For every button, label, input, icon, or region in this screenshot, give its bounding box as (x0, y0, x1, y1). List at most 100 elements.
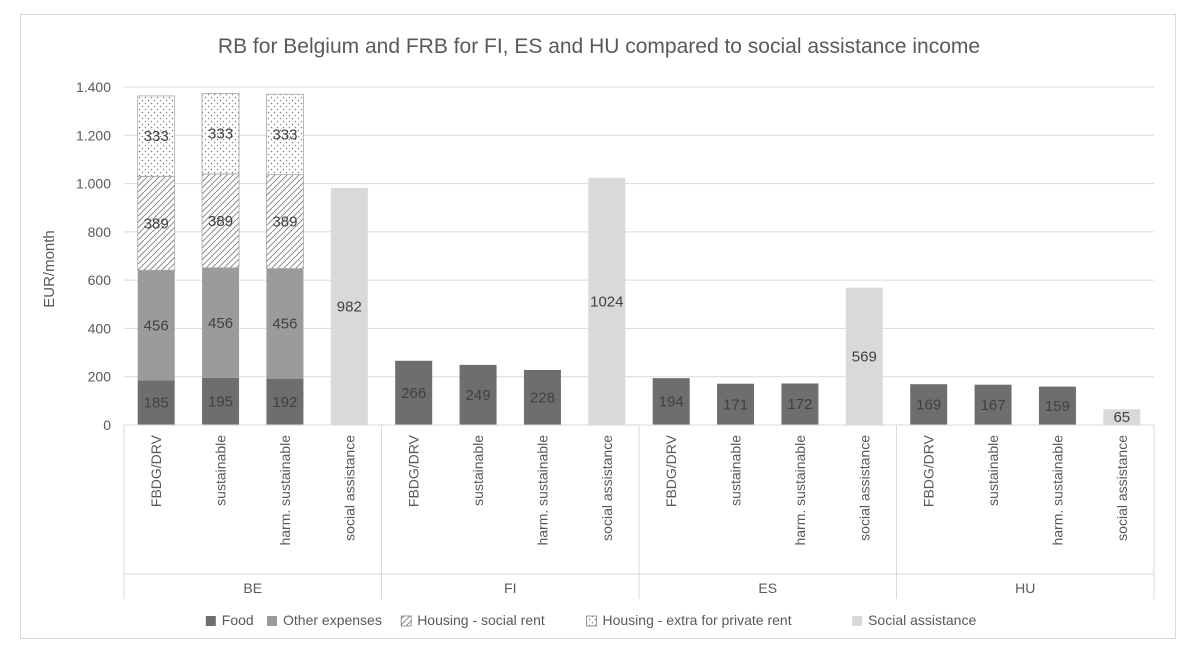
x-tick-label: sustainable (985, 435, 1001, 506)
data-label: 249 (466, 387, 491, 404)
group-label: ES (758, 580, 777, 596)
y-axis-ticks: 0 200 400 600 800 1.000 1.200 1.400 (76, 79, 111, 433)
y-tick-label: 800 (88, 224, 112, 240)
data-label: 192 (272, 394, 297, 411)
bar-segment (202, 267, 240, 378)
legend-label: Other expenses (283, 612, 382, 628)
bar-segment (137, 175, 176, 271)
legend-swatch (205, 616, 216, 626)
bars (137, 93, 1141, 425)
x-tick-label: FBDG/DRV (921, 434, 937, 507)
group-label: BE (243, 580, 262, 596)
y-tick-label: 1.200 (76, 127, 111, 143)
bar-segment (266, 174, 304, 269)
x-tick-label: sustainable (728, 435, 744, 506)
data-label: 65 (1113, 409, 1130, 426)
data-label: 228 (530, 389, 555, 406)
legend-swatch (586, 615, 597, 627)
x-tick-label: social assistance (856, 435, 872, 541)
bar-segment (395, 360, 433, 425)
data-label: 194 (659, 394, 684, 411)
legend-swatch (852, 616, 863, 626)
y-tick-label: 600 (88, 272, 112, 288)
x-tick-label: harm. sustainable (792, 435, 808, 546)
x-tick-label: harm. sustainable (277, 435, 293, 546)
legend-label: Social assistance (868, 612, 976, 628)
y-tick-label: 400 (88, 320, 112, 336)
chart-svg: RB for Belgium and FRB for FI, ES and HU… (41, 35, 1155, 628)
bar-segment (588, 177, 626, 425)
bar-segment (1103, 409, 1141, 425)
data-label: 456 (272, 316, 297, 333)
data-label: 1024 (590, 293, 623, 310)
data-label: 456 (208, 315, 233, 332)
legend-swatch (267, 616, 277, 626)
y-tick-label: 1.000 (76, 176, 111, 192)
x-tick-label: FBDG/DRV (406, 434, 422, 507)
bar-segment (459, 364, 497, 425)
bar-segment (201, 173, 240, 269)
bar-segment (523, 369, 561, 425)
data-label: 195 (208, 393, 233, 410)
y-tick-label: 1.400 (76, 79, 111, 95)
bar-segment (974, 384, 1012, 425)
x-tick-label: harm. sustainable (1049, 435, 1065, 546)
data-label: 982 (337, 298, 362, 315)
data-label: 171 (723, 396, 748, 413)
data-label: 159 (1045, 398, 1070, 415)
bar-segment (266, 93, 304, 176)
chart-title: RB for Belgium and FRB for FI, ES and HU… (218, 35, 980, 58)
x-tick-label: social assistance (1114, 435, 1130, 541)
x-tick-label: sustainable (470, 435, 486, 506)
bar-segment (330, 187, 368, 425)
group-label: HU (1015, 580, 1035, 596)
legend-item: Social assistance (852, 612, 976, 628)
bar-segment (201, 93, 240, 175)
data-label: 172 (787, 396, 812, 413)
data-label: 169 (916, 397, 941, 414)
data-label: 389 (144, 215, 169, 232)
y-axis-title: EUR/month (41, 230, 58, 308)
data-label: 333 (208, 126, 233, 143)
legend-item: Housing - extra for private rent (586, 612, 792, 628)
legend-item: Other expenses (267, 612, 382, 628)
bar-segment (137, 380, 175, 425)
bar-segment (717, 383, 755, 425)
x-tick-label: harm. sustainable (534, 435, 550, 546)
bar-segment (781, 383, 819, 425)
data-labels: 185 456 389 333 195 456 389 333 192 456 389 333 982 2… (144, 126, 1130, 426)
bar-segment (266, 268, 304, 379)
legend-label: Food (222, 612, 254, 628)
bar-segment (137, 95, 176, 177)
data-label: 389 (208, 213, 233, 230)
legend-item: Housing - social rent (400, 612, 545, 628)
data-label: 333 (272, 126, 297, 143)
legend-label: Housing - social rent (417, 612, 545, 628)
legend-swatch (400, 615, 412, 627)
data-label: 266 (401, 385, 426, 402)
x-axis: FBDG/DRV sustainable harm. sustainable soci… (123, 424, 1155, 599)
bar-segment (266, 378, 304, 425)
x-tick-label: FBDG/DRV (148, 434, 164, 507)
group-label: FI (504, 580, 516, 596)
data-label: 333 (144, 128, 169, 145)
data-label: 569 (852, 348, 877, 365)
data-label: 389 (272, 214, 297, 231)
bar-segment (910, 384, 948, 425)
legend-item: Food (205, 612, 254, 628)
data-label: 456 (144, 317, 169, 334)
x-tick-label: sustainable (213, 435, 229, 506)
bar-segment (137, 270, 175, 381)
data-label: 185 (144, 395, 169, 412)
x-tick-label: social assistance (599, 435, 615, 541)
data-label: 167 (981, 397, 1006, 414)
y-tick-label: 0 (103, 417, 111, 433)
chart-frame: RB for Belgium and FRB for FI, ES and HU… (20, 14, 1176, 639)
bar-segment (652, 378, 690, 425)
y-tick-label: 200 (88, 369, 112, 385)
x-tick-label: FBDG/DRV (663, 434, 679, 507)
bar-segment (202, 377, 240, 425)
bar-segment (845, 287, 883, 425)
bar-segment (1038, 386, 1076, 425)
x-tick-label: social assistance (341, 435, 357, 541)
